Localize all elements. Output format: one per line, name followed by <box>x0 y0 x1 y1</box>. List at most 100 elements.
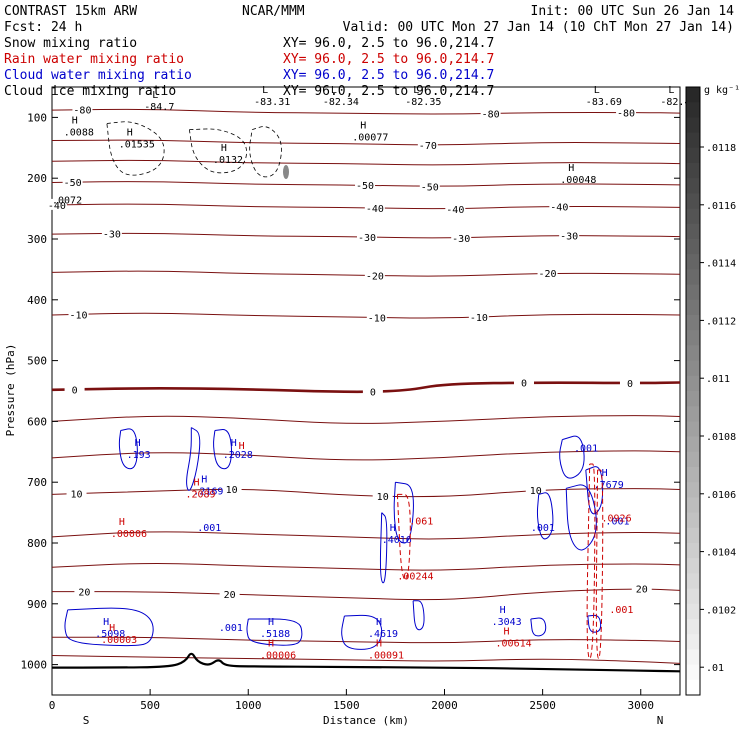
temperature-contour-label: 10 <box>226 485 238 496</box>
contour-label-bg <box>537 267 558 279</box>
cloud-water-extremum-type: H <box>103 617 109 628</box>
rain-water-contour-line <box>595 469 604 660</box>
x-tick-label: 2500 <box>529 699 556 712</box>
temperature-contour-label: -80 <box>73 106 91 117</box>
y-tick-label: 200 <box>27 172 47 185</box>
colorbar-swatch <box>686 512 700 529</box>
temperature-contour-label: -50 <box>421 182 439 193</box>
rain-water-extremum-value: .00091 <box>368 650 404 661</box>
x-tick-label: 500 <box>140 699 160 712</box>
colorbar-swatch <box>686 558 700 574</box>
temperature-extremum-value: -84.7 <box>144 102 174 113</box>
colorbar-tick-label: .011 <box>706 374 730 385</box>
temperature-extremum-value: -82.4 <box>660 97 690 108</box>
temperature-contour-line <box>51 312 681 319</box>
contour-label-bg <box>619 377 640 389</box>
colorbar-swatch <box>686 421 700 438</box>
cloud-water-contour-line <box>341 614 383 650</box>
cloud-water-extremum-value: .2169 <box>193 486 223 497</box>
y-tick-label: 500 <box>27 355 47 368</box>
colorbar-swatch <box>686 497 700 514</box>
contour-label-bg <box>468 311 489 323</box>
cloud-water-contour-line <box>64 607 154 647</box>
temperature-contours: -80 -80 -80 -70 -50 -50 -50 -40 -40 -40 -40 -30 -30 -… <box>46 85 690 664</box>
cloud-water-contour-line <box>530 617 547 637</box>
x-axis-label: Distance (km) <box>323 714 409 727</box>
contour-label-bg <box>616 106 637 118</box>
rain-water-extremum-type: H <box>504 626 510 637</box>
y-tick-label: 700 <box>27 476 47 489</box>
rain-water-extremum-type: H <box>119 517 125 528</box>
terrain-surface-line <box>51 652 681 673</box>
cloud-water-extremum-value: .4016 <box>382 535 412 546</box>
temperature-contour-label: -80 <box>617 109 635 120</box>
temperature-contour-line <box>51 563 681 571</box>
y-tick-label: 400 <box>27 294 47 307</box>
snow-extremum-type: H <box>127 128 133 139</box>
colorbar-swatch <box>686 573 700 590</box>
cloud-water-extremum-type: H <box>500 605 506 616</box>
colorbar-swatch <box>686 603 700 620</box>
temperature-contour-line <box>51 232 681 239</box>
temperature-extremum-value: .00048 <box>560 175 596 186</box>
temperature-extremum-type: L <box>262 85 268 96</box>
temperature-contour-label: -30 <box>560 232 578 243</box>
temperature-contour-label: 0 <box>370 388 376 399</box>
colorbar-tick-label: .0114 <box>706 259 736 270</box>
contour-label-bg <box>451 231 472 243</box>
cloud-water-extremum-type: H <box>376 617 382 628</box>
temperature-contour-line <box>51 139 681 146</box>
colorbar-tick-label: .0106 <box>706 490 736 501</box>
temperature-contour-label: -20 <box>539 269 557 280</box>
contour-label-bg <box>101 227 122 239</box>
rain-water-contour-line <box>586 463 596 660</box>
contour-label-bg <box>68 308 89 320</box>
colorbar-unit: g kg⁻¹ <box>704 85 740 96</box>
colorbar-swatch <box>686 87 700 103</box>
contour-label-bg <box>419 180 440 192</box>
contour-label-bg <box>355 179 376 191</box>
x-tick-label: 1500 <box>333 699 360 712</box>
rain-water-extremum-value: .2089 <box>185 489 215 500</box>
colorbar-swatch <box>686 588 700 605</box>
rain-water-extremum-value: .00006 <box>111 529 147 540</box>
cloud-water-extremum-value: .001 <box>219 623 243 634</box>
temperature-contour-label: -10 <box>69 310 87 321</box>
rain-water-extremum-value: .00006 <box>260 650 296 661</box>
cloud-water-extremum-value: .5188 <box>260 629 290 640</box>
colorbar-tick-label: .0104 <box>706 548 736 559</box>
contour-label-bg <box>366 311 387 323</box>
temperature-contour-label: -50 <box>64 178 82 189</box>
temperature-contour-line <box>51 450 681 461</box>
x-end-label-south: S <box>83 714 90 727</box>
cloud-water-contour-line <box>186 427 201 491</box>
rain-water-extremum-type: H <box>109 623 115 634</box>
cloud-water-contour-line <box>587 614 602 633</box>
rain-water-extremum-type: H <box>193 477 199 488</box>
colorbar-swatch <box>686 315 700 331</box>
colorbar-tick-label: .0108 <box>706 432 736 443</box>
colorbar-swatch <box>686 360 700 377</box>
temperature-extremum-type: L <box>413 85 419 96</box>
temperature-contour-label: 20 <box>78 588 90 599</box>
temperature-contour-line <box>52 588 681 601</box>
temperature-extremum-value: -82.35 <box>405 97 441 108</box>
colorbar-swatch <box>686 284 700 301</box>
temperature-contour-line <box>51 159 681 166</box>
cloud-water-contour-line <box>536 492 554 540</box>
colorbar-swatch <box>686 375 700 392</box>
header-left-line: Snow mixing ratio <box>4 36 137 51</box>
temperature-contour-line <box>51 655 681 664</box>
contour-label-bg <box>631 582 652 594</box>
colorbar-swatch <box>686 436 700 453</box>
temperature-extremum-type: H <box>72 116 78 127</box>
contour-label-bg <box>219 588 240 600</box>
header-left-line: Rain water mixing ratio <box>4 52 184 67</box>
temperature-contour-line <box>51 203 681 210</box>
temperature-extremum-type: L <box>152 90 158 101</box>
colorbar-swatch <box>686 391 700 407</box>
temperature-extremum-type: L <box>331 85 337 96</box>
